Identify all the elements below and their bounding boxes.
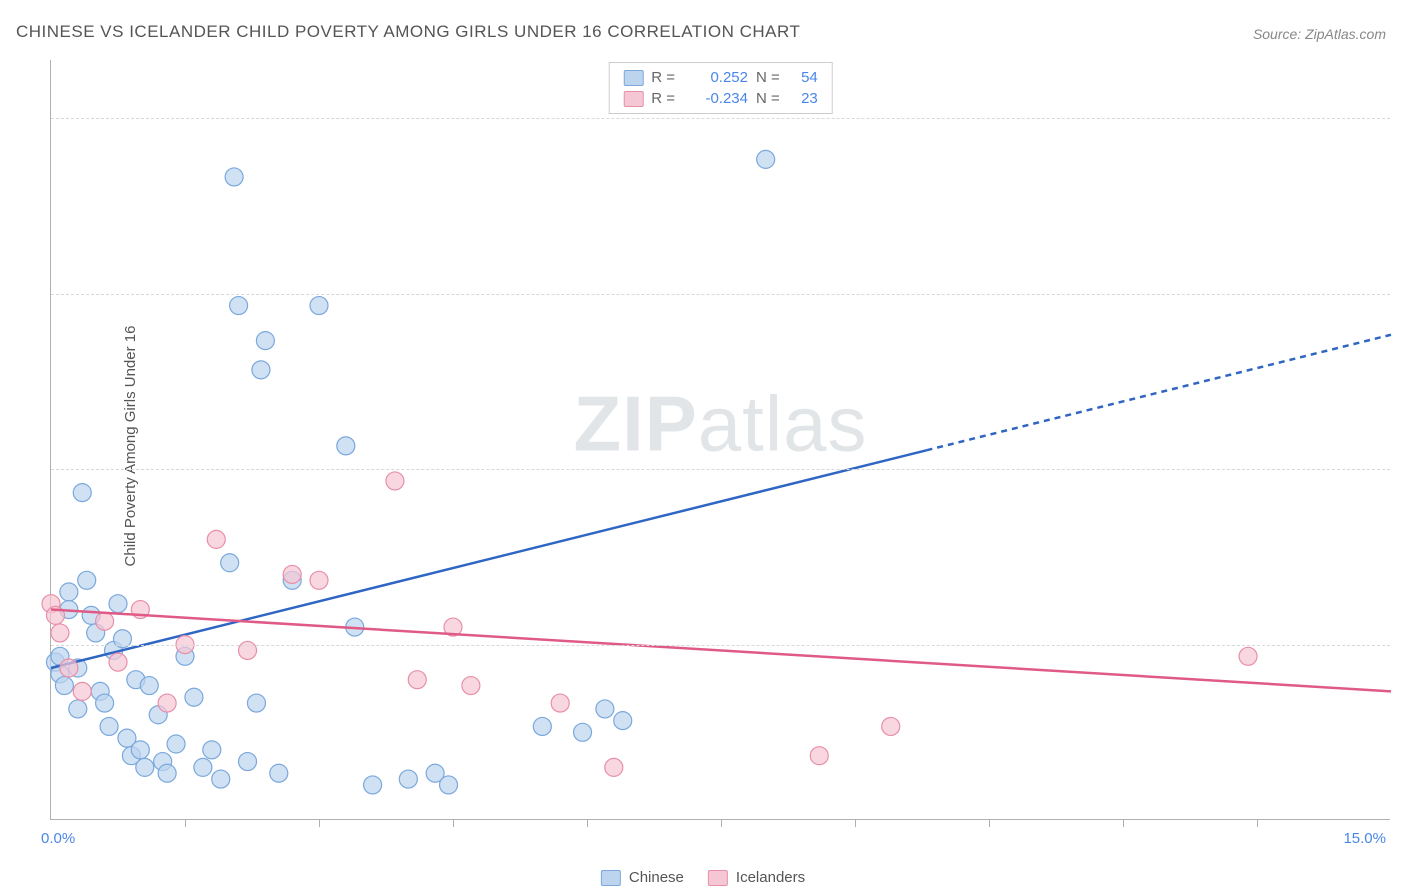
data-point	[221, 554, 239, 572]
data-point	[167, 735, 185, 753]
gridline	[51, 294, 1390, 295]
data-point	[386, 472, 404, 490]
data-point	[256, 332, 274, 350]
data-point	[225, 168, 243, 186]
data-point	[440, 776, 458, 794]
data-point	[131, 741, 149, 759]
n-label: N =	[756, 69, 780, 86]
swatch-icelanders	[708, 870, 728, 886]
data-point	[158, 694, 176, 712]
data-point	[310, 297, 328, 315]
x-tick	[453, 819, 454, 827]
plot-area: ZIPatlas R = 0.252 N = 54 R = -0.234 N =…	[50, 60, 1390, 820]
data-point	[605, 758, 623, 776]
n-label: N =	[756, 90, 780, 107]
data-point	[136, 758, 154, 776]
swatch-icelanders	[623, 91, 643, 107]
swatch-chinese	[623, 70, 643, 86]
x-axis-end: 15.0%	[1343, 830, 1386, 847]
y-tick-label: 60.0%	[1395, 110, 1406, 127]
data-point	[551, 694, 569, 712]
data-point	[73, 682, 91, 700]
r-label: R =	[651, 69, 675, 86]
data-point	[60, 583, 78, 601]
n-value-icelanders: 23	[788, 90, 818, 107]
legend-label: Icelanders	[736, 869, 805, 886]
correlation-legend: R = 0.252 N = 54 R = -0.234 N = 23	[608, 62, 833, 114]
gridline	[51, 469, 1390, 470]
data-point	[78, 571, 96, 589]
data-point	[96, 694, 114, 712]
data-point	[757, 150, 775, 168]
data-point	[596, 700, 614, 718]
data-point	[100, 717, 118, 735]
swatch-chinese	[601, 870, 621, 886]
trend-line-extrapolated	[926, 335, 1391, 451]
data-point	[60, 659, 78, 677]
legend-row-icelanders: R = -0.234 N = 23	[623, 90, 818, 107]
data-point	[337, 437, 355, 455]
data-point	[399, 770, 417, 788]
data-point	[96, 612, 114, 630]
x-tick	[587, 819, 588, 827]
data-point	[270, 764, 288, 782]
data-point	[69, 700, 87, 718]
x-tick	[185, 819, 186, 827]
data-point	[203, 741, 221, 759]
data-point	[158, 764, 176, 782]
y-tick-label: 15.0%	[1395, 636, 1406, 653]
data-point	[185, 688, 203, 706]
correlation-chart: CHINESE VS ICELANDER CHILD POVERTY AMONG…	[0, 0, 1406, 892]
gridline	[51, 118, 1390, 119]
legend-item-icelanders: Icelanders	[708, 869, 805, 886]
data-point	[55, 677, 73, 695]
data-point	[109, 653, 127, 671]
data-point	[140, 677, 158, 695]
x-tick	[1123, 819, 1124, 827]
data-point	[239, 753, 257, 771]
x-axis-start: 0.0%	[41, 830, 75, 847]
y-tick-label: 45.0%	[1395, 285, 1406, 302]
source-attribution: Source: ZipAtlas.com	[1253, 26, 1386, 42]
r-label: R =	[651, 90, 675, 107]
data-point	[882, 717, 900, 735]
data-point	[252, 361, 270, 379]
data-point	[283, 565, 301, 583]
n-value-chinese: 54	[788, 69, 818, 86]
r-value-chinese: 0.252	[683, 69, 748, 86]
data-point	[533, 717, 551, 735]
data-point	[462, 677, 480, 695]
data-point	[73, 484, 91, 502]
data-point	[408, 671, 426, 689]
data-point	[109, 595, 127, 613]
data-point	[212, 770, 230, 788]
series-legend: Chinese Icelanders	[601, 869, 805, 886]
y-tick-label: 30.0%	[1395, 461, 1406, 478]
x-tick	[721, 819, 722, 827]
x-tick	[855, 819, 856, 827]
x-tick	[989, 819, 990, 827]
legend-label: Chinese	[629, 869, 684, 886]
data-point	[247, 694, 265, 712]
data-point	[207, 530, 225, 548]
r-value-icelanders: -0.234	[683, 90, 748, 107]
data-point	[230, 297, 248, 315]
gridline	[51, 645, 1390, 646]
data-point	[614, 712, 632, 730]
data-point	[51, 624, 69, 642]
data-point	[364, 776, 382, 794]
x-tick	[1257, 819, 1258, 827]
data-point	[1239, 647, 1257, 665]
chart-title: CHINESE VS ICELANDER CHILD POVERTY AMONG…	[16, 22, 800, 42]
legend-row-chinese: R = 0.252 N = 54	[623, 69, 818, 86]
plot-svg	[51, 60, 1390, 819]
x-tick	[319, 819, 320, 827]
data-point	[810, 747, 828, 765]
data-point	[194, 758, 212, 776]
data-point	[574, 723, 592, 741]
data-point	[310, 571, 328, 589]
legend-item-chinese: Chinese	[601, 869, 684, 886]
